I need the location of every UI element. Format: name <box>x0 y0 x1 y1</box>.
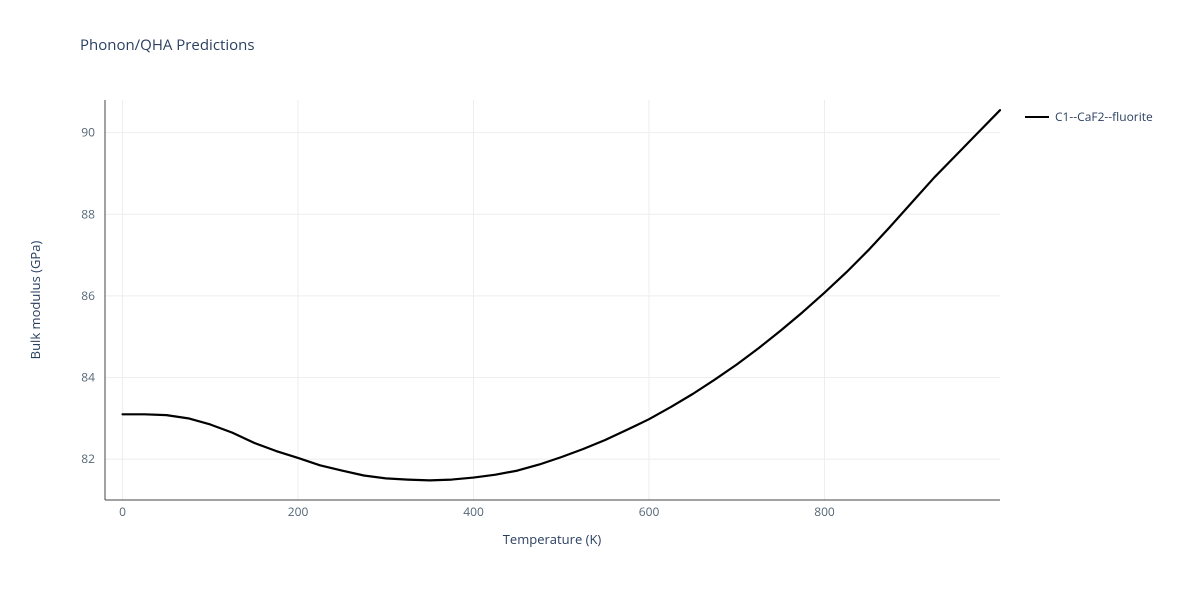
svg-text:800: 800 <box>814 503 835 520</box>
x-axis-label: Temperature (K) <box>503 530 602 548</box>
svg-text:86: 86 <box>81 287 95 304</box>
svg-text:0: 0 <box>119 503 126 520</box>
y-axis-label: Bulk modulus (GPa) <box>26 241 44 360</box>
svg-text:90: 90 <box>81 124 95 141</box>
svg-text:88: 88 <box>81 205 95 222</box>
svg-text:82: 82 <box>81 450 95 467</box>
legend[interactable]: C1--CaF2--fluorite <box>1025 108 1153 125</box>
svg-text:600: 600 <box>639 503 660 520</box>
plot-area[interactable]: 02004006008008284868890 <box>105 100 1000 500</box>
chart-container: Phonon/QHA Predictions Bulk modulus (GPa… <box>0 0 1200 600</box>
svg-text:400: 400 <box>463 503 484 520</box>
legend-label: C1--CaF2--fluorite <box>1055 108 1153 125</box>
chart-title: Phonon/QHA Predictions <box>80 35 255 55</box>
svg-text:84: 84 <box>81 369 95 386</box>
svg-text:200: 200 <box>288 503 309 520</box>
chart-svg: 02004006008008284868890 <box>105 100 1000 500</box>
legend-swatch <box>1025 116 1049 118</box>
